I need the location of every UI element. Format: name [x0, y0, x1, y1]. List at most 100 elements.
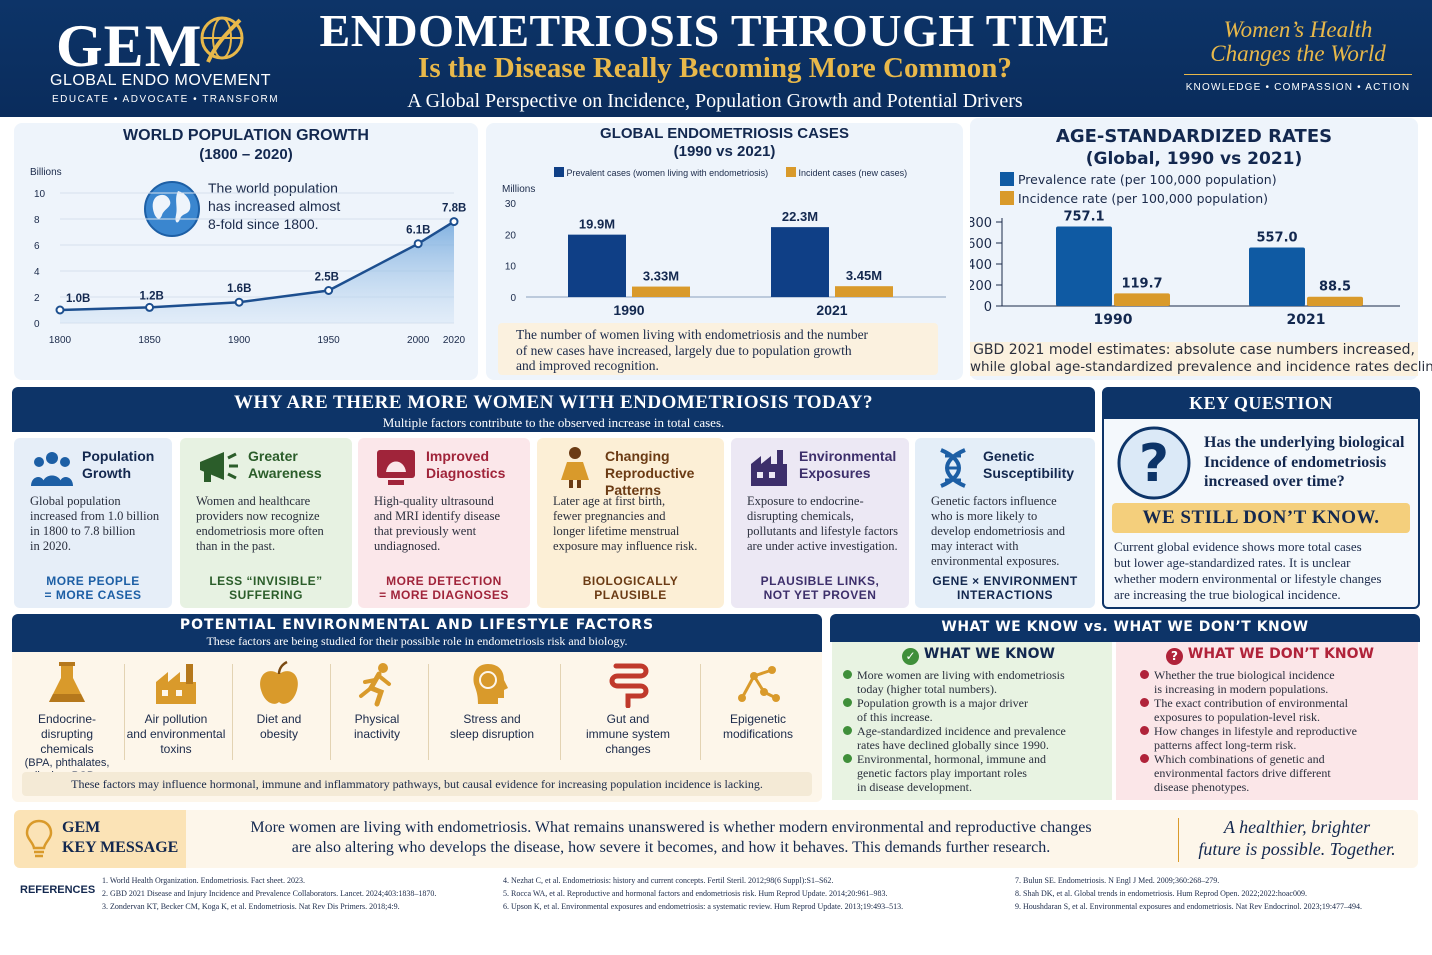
population-panel: WORLD POPULATION GROWTH (1800 – 2020) Bi…: [14, 123, 478, 380]
signature: A healthier, brighter future is possible…: [1184, 816, 1410, 860]
y-tick-label: 4: [34, 267, 40, 278]
env-divider: [560, 664, 561, 760]
cases-caption-line: and improved recognition.: [516, 358, 659, 373]
dna-icon: [940, 448, 966, 488]
reference-item: 5. Rocca WA, et al. Reproductive and hor…: [503, 889, 888, 898]
why-card-body-line: increased from 1.0 billion: [30, 509, 160, 523]
why-card-footer-line: GENE × ENVIRONMENT: [932, 574, 1078, 588]
legend-label-prevalence: Prevalence rate (per 100,000 population): [1017, 172, 1277, 187]
gem-logo: GEM: [56, 13, 203, 79]
gut-icon: [609, 663, 649, 708]
know-header: WHAT WE KNOW vs. WHAT WE DON’T KNOW: [830, 614, 1420, 642]
lightbulb-icon: [25, 819, 53, 858]
why-card-body-line: exposure may influence risk.: [553, 539, 698, 553]
x-tick-label: 2020: [443, 335, 466, 346]
y-tick-label: 2: [34, 293, 40, 304]
key-message-line: More women are living with endometriosis…: [250, 819, 1092, 836]
fact-line: rates have declined globally since 1990.: [857, 738, 1049, 752]
legend-label-incidence: Incidence rate (per 100,000 population): [1017, 191, 1269, 206]
bar-data-label: 3.33M: [643, 269, 679, 284]
why-card-title-line: Susceptibility: [983, 465, 1075, 481]
fact-line: The exact contribution of environmental: [1154, 696, 1348, 710]
why-card-footer: MORE DETECTION = MORE DIAGNOSES: [358, 574, 530, 602]
why-card-body-line: pollutants and lifestyle factors: [747, 524, 899, 538]
population-note-line: 8-fold since 1800.: [208, 216, 319, 232]
why-card-footer-line: PLAUSIBLE: [594, 588, 667, 602]
key-question-line: Incidence of endometriosis: [1204, 453, 1387, 471]
population-subtitle: (1800 – 2020): [199, 146, 293, 163]
x-tick-label: 1800: [49, 335, 72, 346]
cases-unit: Millions: [502, 184, 536, 195]
fact-line: is increasing in modern populations.: [1154, 682, 1329, 696]
fact-line: disease phenotypes.: [1154, 780, 1250, 794]
why-card-body: Global population increased from 1.0 bill…: [30, 494, 174, 554]
bar-data-label: 757.1: [1063, 210, 1104, 225]
x-tick-label: 2000: [407, 335, 430, 346]
fact-item: Population growth is a major driver of th…: [843, 696, 1028, 724]
population-data-label: 6.1B: [406, 225, 430, 237]
fact-item: Which combinations of genetic and environ…: [1140, 752, 1331, 794]
bar-data-label: 19.9M: [579, 217, 615, 232]
woman-icon: [561, 447, 589, 488]
why-card-title-line: Greater: [248, 448, 298, 464]
bullet-icon: [843, 670, 852, 679]
why-card-title: Improved Diagnostics: [426, 448, 528, 482]
why-card: Genetic Susceptibility Genetic factors inf…: [915, 438, 1095, 608]
slogan: Women’s Health Changes the World: [1184, 18, 1412, 66]
cases-subtitle: (1990 vs 2021): [673, 143, 776, 160]
env-factor-label: Epigenetic: [729, 712, 787, 726]
globe-icon: [144, 181, 200, 237]
bullet-icon: [843, 726, 852, 735]
signature-line: future is possible. Together.: [1198, 839, 1396, 859]
page-description: A Global Perspective on Incidence, Popul…: [407, 90, 1023, 112]
why-card-title: Population Growth: [82, 448, 170, 482]
y-tick-label: 8: [34, 215, 40, 226]
why-card-body-line: disrupting chemicals,: [747, 509, 854, 523]
fact-line: More women are living with endometriosis: [857, 668, 1065, 682]
why-card-title-line: Changing Reproductive: [605, 448, 695, 481]
rates-caption-line: GBD 2021 model estimates: absolute case …: [973, 342, 1415, 358]
bullet-icon: [843, 754, 852, 763]
env-factor: Physical inactivity: [330, 660, 424, 768]
why-card-body-line: High-quality ultrasound: [374, 494, 494, 508]
bar: [1114, 293, 1170, 306]
fact-item: How changes in lifestyle and reproductiv…: [1140, 724, 1357, 752]
why-card-body-line: than in the past.: [196, 539, 276, 553]
why-card-body-line: longer lifetime menstrual: [553, 524, 680, 538]
cases-bar-chart: 0 10 20 30 19.9M 3.33M 1990 22.3M 3.45M 2021: [505, 199, 946, 318]
env-factor-label: Diet and: [256, 712, 302, 726]
fact-item: Whether the true biological incidence is …: [1140, 668, 1335, 696]
fact-line: today (higher total numbers).: [857, 682, 997, 696]
fact-item: The exact contribution of environmental e…: [1140, 696, 1348, 724]
population-point: [55, 305, 65, 315]
x-category-label: 2021: [1287, 312, 1326, 328]
head-icon: [473, 664, 508, 704]
population-data-label: 1.2B: [140, 290, 164, 302]
fact-line: How changes in lifestyle and reproductiv…: [1154, 724, 1357, 738]
y-tick-label: 0: [510, 293, 516, 304]
x-tick-label: 1900: [228, 335, 251, 346]
rates-legend-incidence: Incidence rate (per 100,000 population): [1000, 191, 1268, 206]
signature-line: A healthier, brighter: [1223, 817, 1371, 837]
why-card-title-line: Diagnostics: [426, 465, 506, 481]
fact-line: environmental factors drive different: [1154, 766, 1331, 780]
env-factor-label: (BPA, phthalates,: [24, 757, 110, 769]
globe-ribbon-logo-icon: [200, 16, 244, 63]
env-factor-label: Air pollution: [144, 712, 208, 726]
fact-line: of this increase.: [857, 710, 933, 724]
why-card-footer-line: = MORE DIAGNOSES: [379, 588, 509, 602]
env-factor: Gut and immune system changes: [560, 660, 696, 768]
bar-data-label: 3.45M: [846, 268, 882, 283]
population-title: WORLD POPULATION GROWTH: [123, 127, 369, 144]
slogan-tagline: KNOWLEDGE • COMPASSION • ACTION: [1185, 82, 1411, 93]
fact-line: Which combinations of genetic and: [1154, 752, 1325, 766]
bar: [632, 286, 690, 297]
key-message-label-line: KEY MESSAGE: [62, 839, 179, 856]
rates-bar-chart: 0 200 400 600 800 757.1 119.7 1990 557.0 88.5 2021: [970, 210, 1400, 328]
fact-line: Age-standardized incidence and prevalenc…: [857, 724, 1066, 738]
reference-item: 1. World Health Organization. Endometrio…: [102, 876, 306, 885]
env-divider: [124, 664, 125, 760]
population-unit: Billions: [30, 167, 62, 178]
why-card-title: Greater Awareness: [248, 448, 350, 482]
why-card-title-line: Genetic: [983, 448, 1035, 464]
